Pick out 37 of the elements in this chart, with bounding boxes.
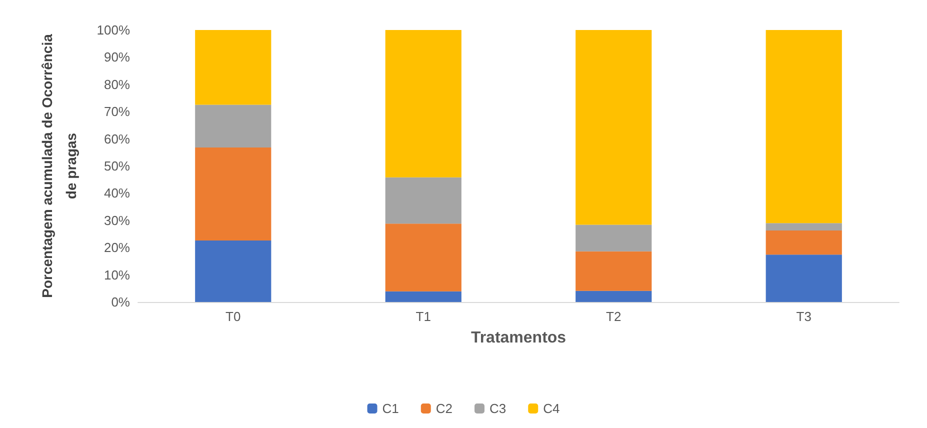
- x-tick-label: T3: [796, 309, 812, 324]
- bar: [195, 104, 272, 148]
- bar: [766, 30, 842, 224]
- bar: [195, 30, 272, 105]
- y-axis-title: Porcentagem acumulada de Ocorrência de pragas: [39, 34, 79, 298]
- y-tick-label: 80%: [104, 76, 130, 92]
- bar: [385, 177, 462, 224]
- bar: [576, 30, 652, 225]
- y-tick-label: 30%: [104, 212, 130, 228]
- legend-label: C4: [543, 401, 560, 416]
- x-tick-label: T0: [226, 309, 241, 324]
- legend-label: C3: [490, 401, 506, 416]
- y-tick-label: 40%: [104, 186, 130, 201]
- bar: [385, 291, 462, 302]
- bar: [195, 148, 272, 241]
- y-tick-label: 60%: [104, 131, 130, 146]
- legend-label: C1: [382, 401, 399, 416]
- y-tick-label: 10%: [104, 267, 130, 282]
- bar: [576, 251, 652, 291]
- y-tick-label: 90%: [104, 50, 130, 65]
- x-axis-title: Tratamentos: [470, 330, 566, 346]
- bar: [766, 254, 842, 302]
- legend-label: C2: [436, 401, 453, 416]
- bar: [576, 290, 652, 302]
- bar: [385, 30, 462, 178]
- y-tick-label: 0%: [111, 294, 130, 310]
- x-tick-label: T2: [606, 309, 622, 324]
- y-tick-label: 20%: [104, 240, 130, 256]
- y-tick-label: 100%: [96, 22, 130, 38]
- x-tick-label: T1: [416, 309, 431, 324]
- bar: [766, 223, 842, 230]
- bar: [576, 224, 652, 252]
- bar: [385, 224, 462, 292]
- y-tick-label: 50%: [104, 158, 130, 174]
- bar: [766, 230, 842, 255]
- y-tick-label: 70%: [104, 104, 130, 120]
- bar: [195, 240, 272, 302]
